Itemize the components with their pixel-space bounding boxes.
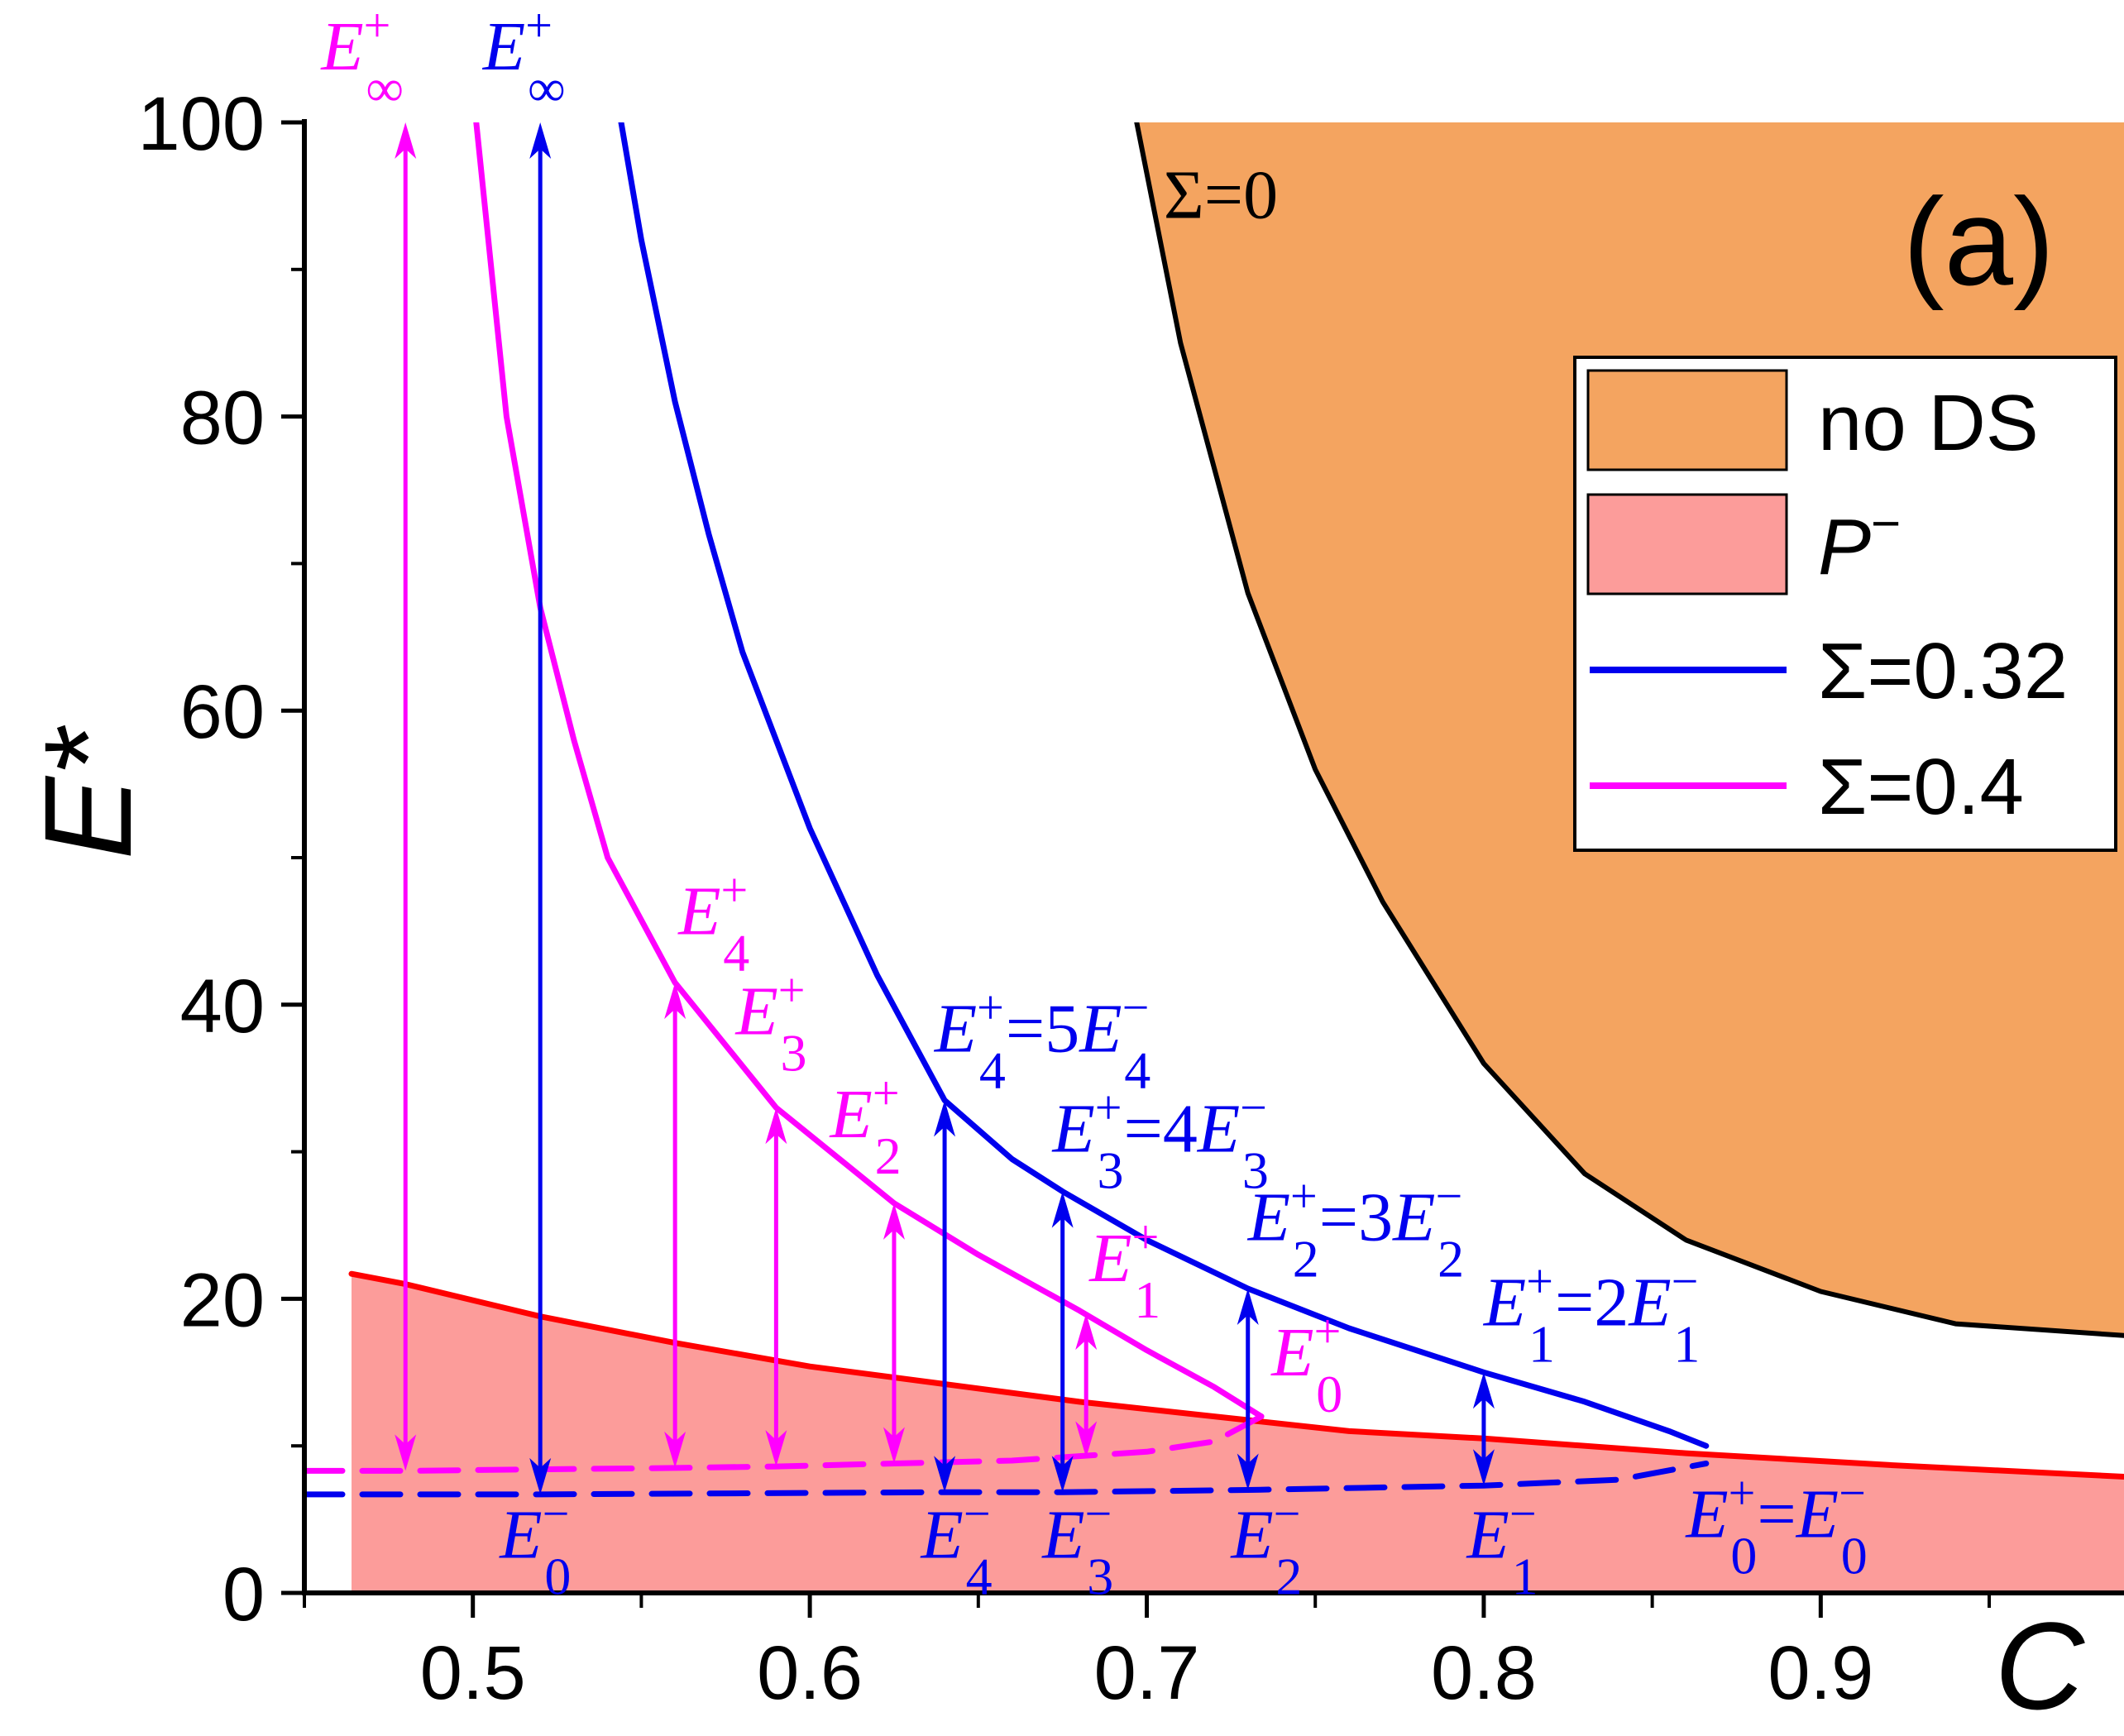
x-tick-label: 0.8	[1431, 1631, 1537, 1715]
annotation-4: E+ 3	[734, 963, 806, 1082]
arrow-2	[1051, 1191, 1074, 1493]
annotation-7: E+ 0	[1270, 1304, 1342, 1423]
arrow-5	[395, 122, 417, 1471]
annotation-0: Σ=0	[1164, 157, 1278, 234]
legend-label-2: Σ=0.32	[1818, 627, 2068, 715]
arrow-6	[664, 983, 686, 1468]
arrow-4	[1472, 1372, 1495, 1486]
x-tick-label: 0.9	[1768, 1631, 1873, 1715]
legend-swatch-1	[1586, 493, 1788, 595]
y-tick-label: 20	[180, 1258, 265, 1342]
y-axis-title-text: E*	[18, 725, 157, 859]
y-axis-title: E*	[18, 725, 157, 859]
y-tick-label: 100	[138, 82, 266, 166]
annotation-3: E+ 4	[677, 863, 749, 982]
arrow-0	[529, 122, 552, 1494]
legend-swatch-0	[1586, 369, 1788, 471]
arrow-3	[1237, 1288, 1259, 1490]
annotation-16: E− 2	[1230, 1486, 1302, 1605]
arrow-1	[934, 1100, 956, 1493]
y-tick-label: 40	[180, 964, 265, 1049]
arrow-9	[1075, 1313, 1098, 1458]
annotation-11: E+ 1=2E− 1	[1483, 1254, 1700, 1373]
x-axis-title: C	[1995, 1596, 2086, 1735]
x-tick-label: 0.6	[757, 1631, 863, 1715]
annotation-5: E+ 2	[830, 1066, 902, 1185]
annotation-17: E− 1	[1466, 1486, 1538, 1605]
annotation-15: E− 3	[1041, 1486, 1113, 1605]
annotation-2: E+ ∞	[482, 0, 566, 117]
annotation-12: E+ 0=E− 0	[1685, 1466, 1867, 1585]
arrow-8	[883, 1203, 905, 1464]
x-tick-label: 0.5	[420, 1631, 526, 1715]
legend-label-1: P−	[1818, 495, 1901, 591]
annotation-10: E+ 2=3E− 2	[1247, 1169, 1464, 1288]
arrow-7	[765, 1107, 787, 1467]
legend: no DS P− Σ=0.32 Σ=0.4	[1573, 356, 2117, 852]
legend-label-0: no DS	[1818, 379, 2039, 467]
x-tick-label: 0.7	[1094, 1631, 1200, 1715]
annotation-6: E+ 1	[1088, 1210, 1160, 1329]
annotation-14: E− 4	[921, 1486, 993, 1605]
series-line-0	[1134, 122, 2124, 1338]
panel-label: (a)	[1903, 172, 2055, 311]
y-tick-label: 80	[180, 376, 265, 461]
series-line-3	[304, 1461, 1710, 1498]
annotation-1: E+ ∞	[320, 0, 404, 117]
annotation-8: E+ 4=5E− 4	[934, 981, 1150, 1100]
annotation-9: E+ 3=4E− 3	[1051, 1081, 1268, 1200]
legend-label-3: Σ=0.4	[1818, 743, 2024, 831]
p-minus-region	[352, 1274, 2124, 1593]
y-tick-label: 60	[180, 670, 265, 754]
annotation-13: E− 0	[499, 1486, 571, 1605]
series-line-2	[618, 122, 1710, 1449]
series-line-5	[304, 1413, 1265, 1474]
y-tick-label: 0	[222, 1552, 265, 1637]
